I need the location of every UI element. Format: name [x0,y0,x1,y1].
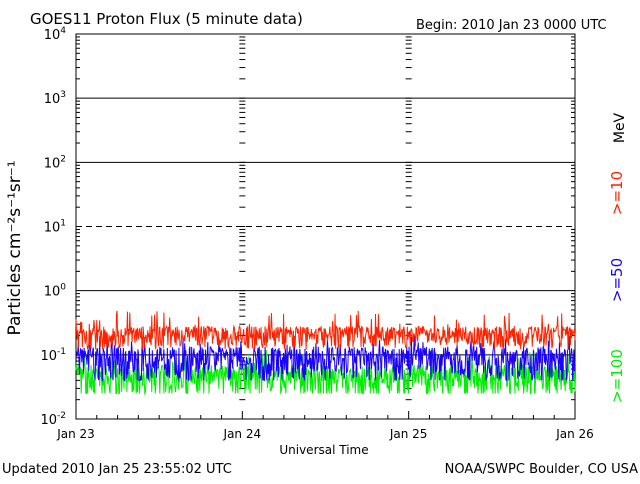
y-tick-exponent: 3 [60,90,66,100]
legend-label-2: >=100 [608,349,626,403]
y-tick-base: 10 [40,413,57,428]
y-tick-label-2: 102 [44,154,66,171]
legend-unit: MeV [612,112,628,143]
x-tick-label: Jan 24 [223,427,262,441]
y-tick-base: 10 [44,156,61,171]
legend-label-1: >=50 [608,258,626,302]
y-tick-exponent: 4 [60,26,66,36]
y-tick-base: 10 [44,92,61,107]
series-line-1 [75,335,576,383]
begin-label: Begin: 2010 Jan 23 0000 UTC [416,18,607,33]
x-tick-label: Jan 25 [389,427,428,441]
x-tick-label: Jan 23 [56,427,95,441]
y-tick-base: 10 [44,28,61,43]
x-tick-label: Jan 26 [555,427,594,441]
y-tick-base: 10 [40,349,57,364]
y-tick-label-3: 103 [44,90,66,107]
legend-label-0: >=10 [608,171,626,215]
y-tick-exponent: -1 [57,347,66,357]
footer-updated: Updated 2010 Jan 25 23:55:02 UTC [2,462,232,477]
y-tick-label-0: 100 [44,283,67,300]
y-tick-label--2: 10-2 [40,411,66,428]
y-tick-base: 10 [44,221,61,236]
chart-title: GOES11 Proton Flux (5 minute data) [30,10,303,28]
y-tick-exponent: -2 [57,411,66,421]
y-tick-exponent: 2 [60,154,66,164]
y-axis-label: Particles cm⁻²s⁻¹sr⁻¹ [5,160,25,335]
y-tick-base: 10 [44,285,61,300]
y-tick-exponent: 1 [60,219,66,229]
y-tick-label-4: 104 [44,26,67,43]
y-tick-label-1: 101 [44,219,66,236]
footer-credit: NOAA/SWPC Boulder, CO USA [445,462,638,477]
y-tick-exponent: 0 [60,283,66,293]
y-tick-label--1: 10-1 [40,347,66,364]
x-axis-label: Universal Time [279,443,368,457]
series-line-0 [75,310,576,350]
